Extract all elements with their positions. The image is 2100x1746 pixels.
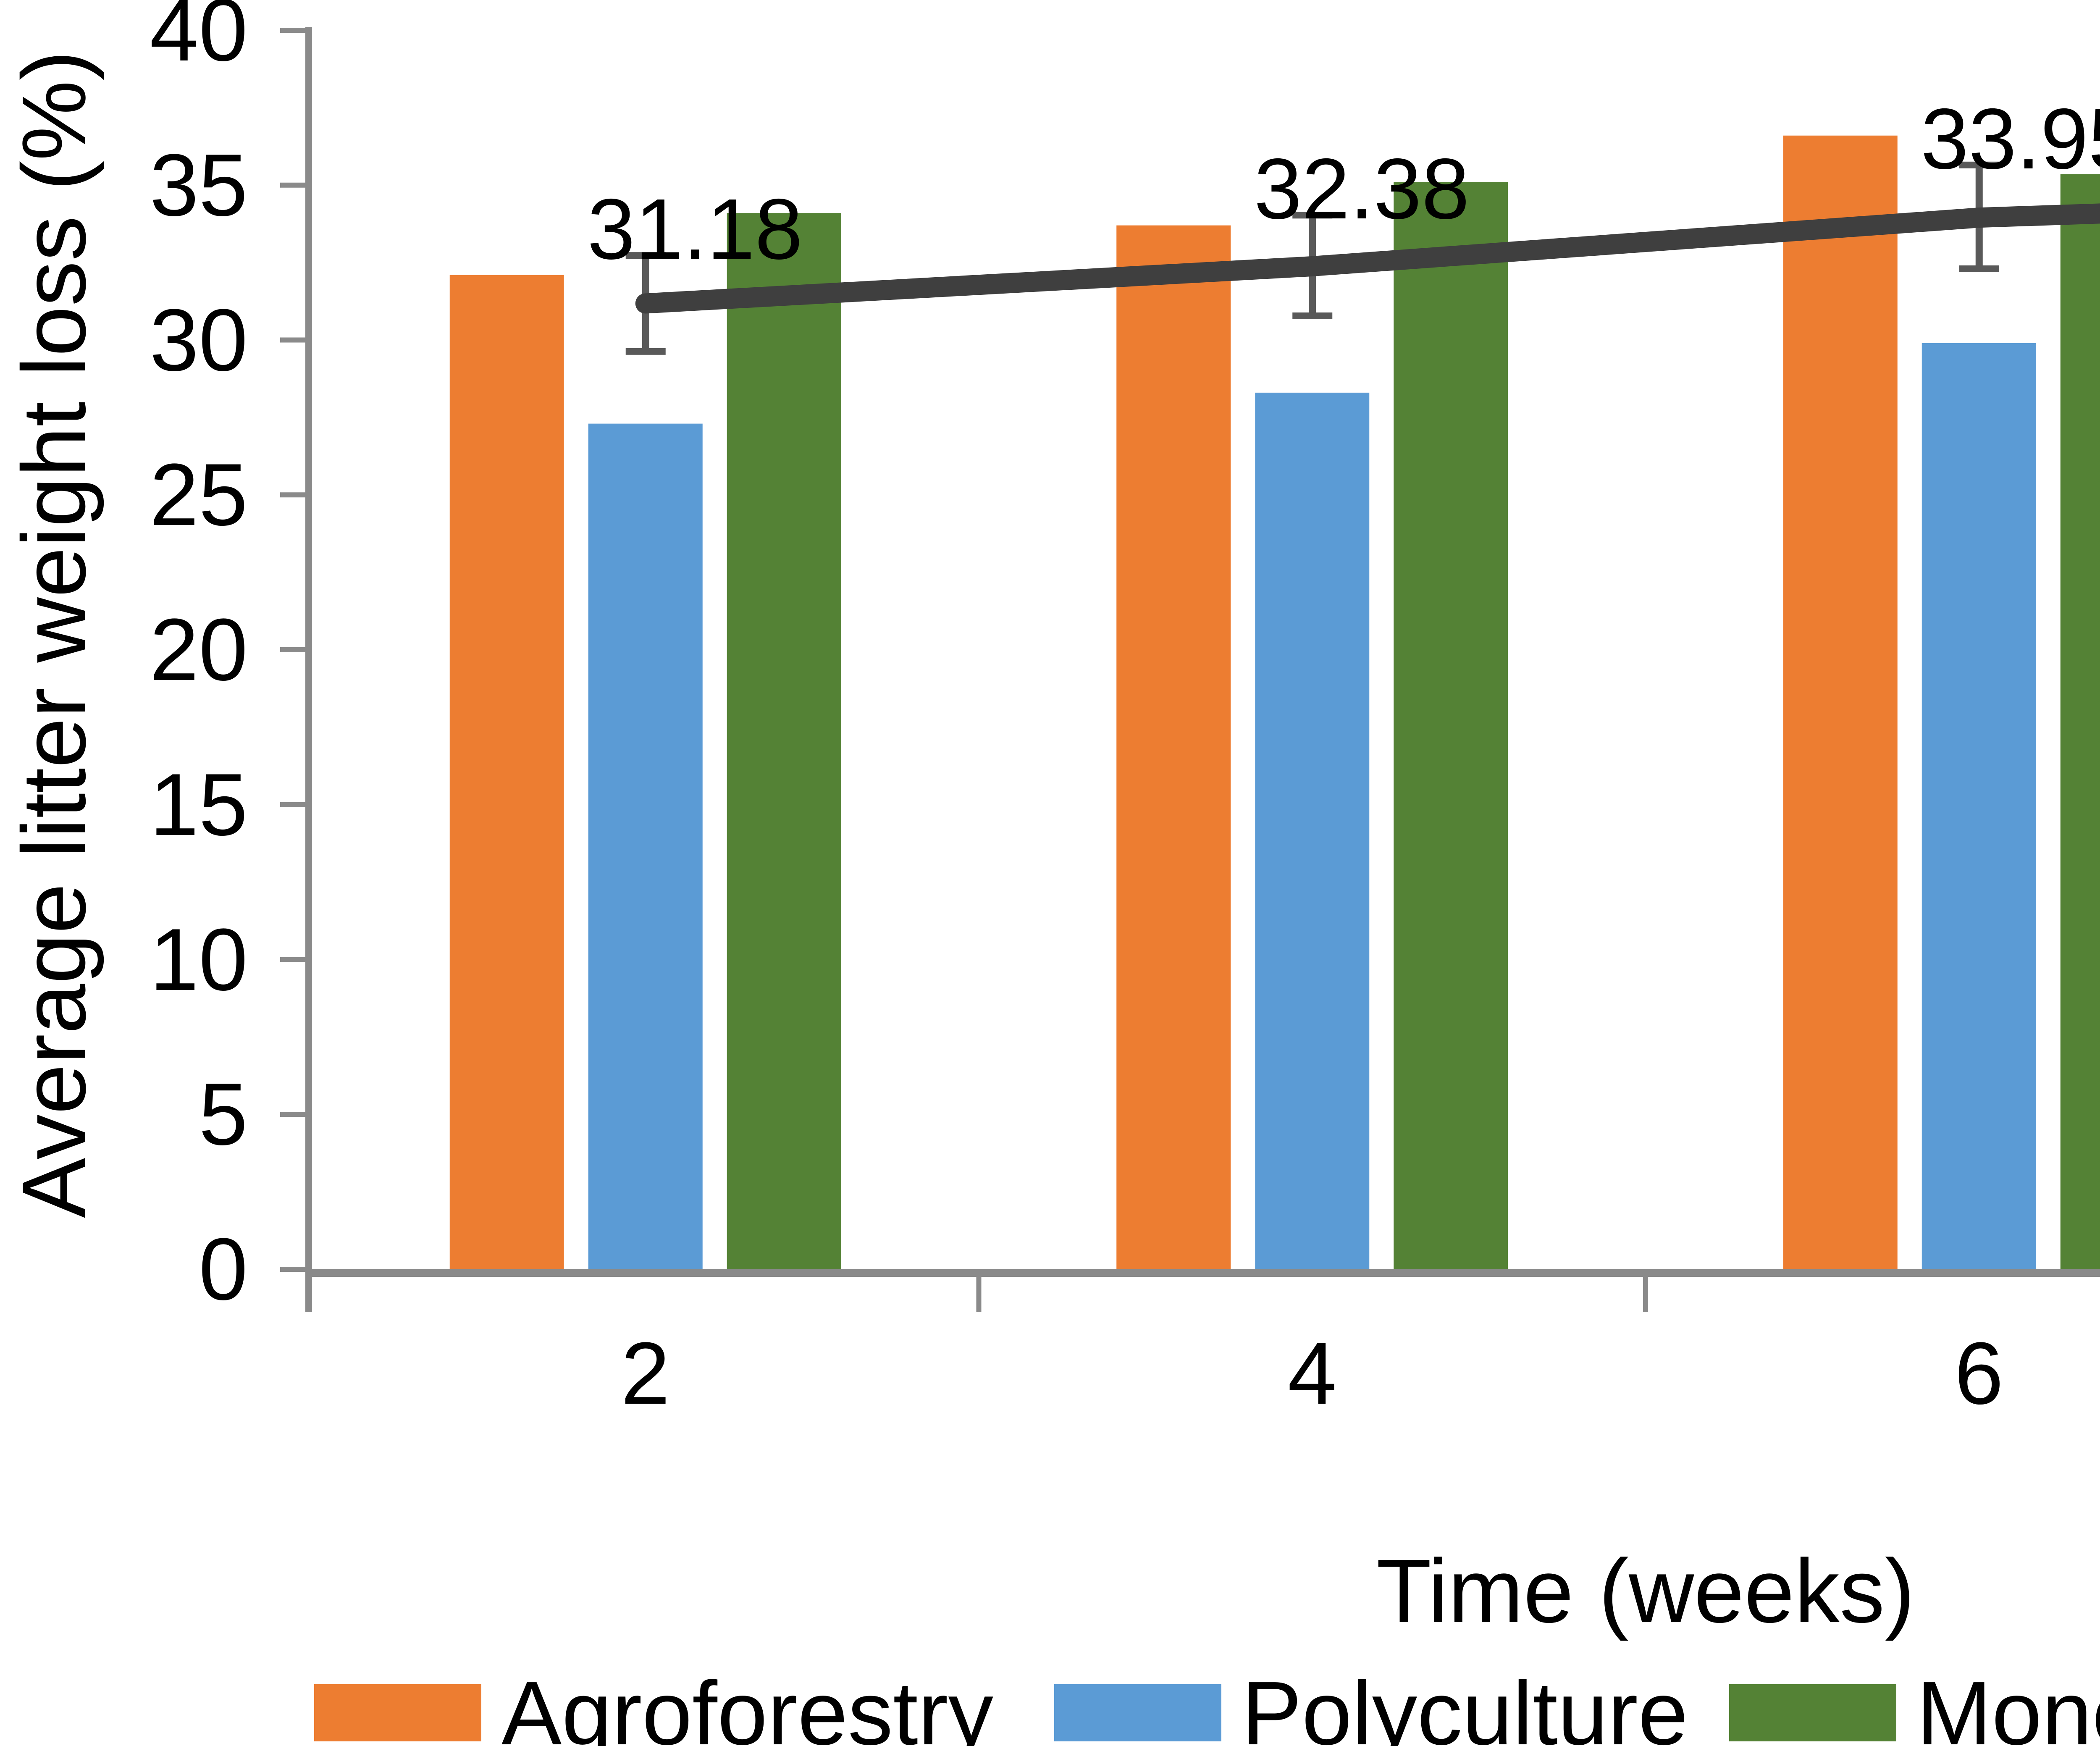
legend-swatch-agroforestry <box>314 1684 481 1741</box>
legend-item-polyculture: Polyculture <box>1054 1668 1688 1746</box>
y-tick-label: 0 <box>199 1220 248 1318</box>
y-axis-tick <box>280 337 305 343</box>
x-axis-tick <box>1643 1277 1648 1312</box>
legend-swatch-monoculture <box>1729 1684 1896 1741</box>
y-tick-label: 40 <box>150 0 248 79</box>
error-bar-top-cap <box>625 252 666 259</box>
y-tick-label: 35 <box>150 135 248 234</box>
y-axis-tick <box>280 802 305 807</box>
y-tick-label: 25 <box>150 445 248 544</box>
bar-polyculture-week-2 <box>588 423 703 1269</box>
x-tick-label: 4 <box>1287 1324 1337 1423</box>
x-tick-label: 2 <box>621 1324 670 1423</box>
y-tick-label: 30 <box>150 290 248 389</box>
y-tick-label: 5 <box>199 1065 248 1164</box>
average-value-label: 32.38 <box>1254 141 1470 237</box>
legend-item-monoculture: Monoculture <box>1729 1668 2100 1746</box>
y-axis-tick <box>280 1267 305 1272</box>
x-axis-tick <box>976 1277 982 1312</box>
x-tick-label: 6 <box>1954 1324 2004 1423</box>
legend-label: Polyculture <box>1242 1662 1688 1746</box>
average-line <box>635 203 2100 314</box>
y-tick-label: 15 <box>150 755 248 854</box>
average-value-label: 33.95 <box>1921 90 2100 187</box>
y-axis-tick <box>280 1112 305 1117</box>
error-bar-bottom-cap <box>1292 312 1333 319</box>
bar-agroforestry-week-2 <box>449 275 564 1269</box>
bar-agroforestry-week-6 <box>1783 135 1898 1269</box>
x-axis-title: Time (weeks) <box>1376 1540 1915 1641</box>
legend-item-agroforestry: Agroforestry <box>314 1668 993 1746</box>
bar-monoculture-week-2 <box>727 213 841 1269</box>
y-axis-title-text: Average litter weight loss (%) <box>3 50 105 1218</box>
error-bar-bottom-cap <box>1959 265 1999 272</box>
y-axis-tick <box>280 182 305 188</box>
y-axis-tick <box>280 28 305 33</box>
legend-label: Monoculture <box>1916 1662 2100 1746</box>
legend-swatch-polyculture <box>1054 1684 1221 1741</box>
x-axis-line <box>305 1269 2100 1277</box>
bar-polyculture-week-4 <box>1255 392 1370 1269</box>
legend-label: Agroforestry <box>501 1662 993 1746</box>
y-axis-tick <box>280 647 305 652</box>
y-axis-line <box>305 27 312 1312</box>
bar-agroforestry-week-4 <box>1116 225 1231 1269</box>
y-tick-label: 10 <box>150 910 248 1009</box>
error-bar-top-cap <box>1959 161 1999 168</box>
bar-monoculture-week-6 <box>2060 174 2100 1269</box>
y-axis-tick <box>280 492 305 498</box>
y-axis-tick <box>280 957 305 962</box>
error-bar-bottom-cap <box>625 348 666 355</box>
error-bar-top-cap <box>1292 212 1333 219</box>
average-value-label: 31.18 <box>587 181 803 278</box>
bar-monoculture-week-4 <box>1394 182 1508 1269</box>
bar-polyculture-week-6 <box>1922 343 2036 1269</box>
y-tick-label: 20 <box>150 600 248 699</box>
